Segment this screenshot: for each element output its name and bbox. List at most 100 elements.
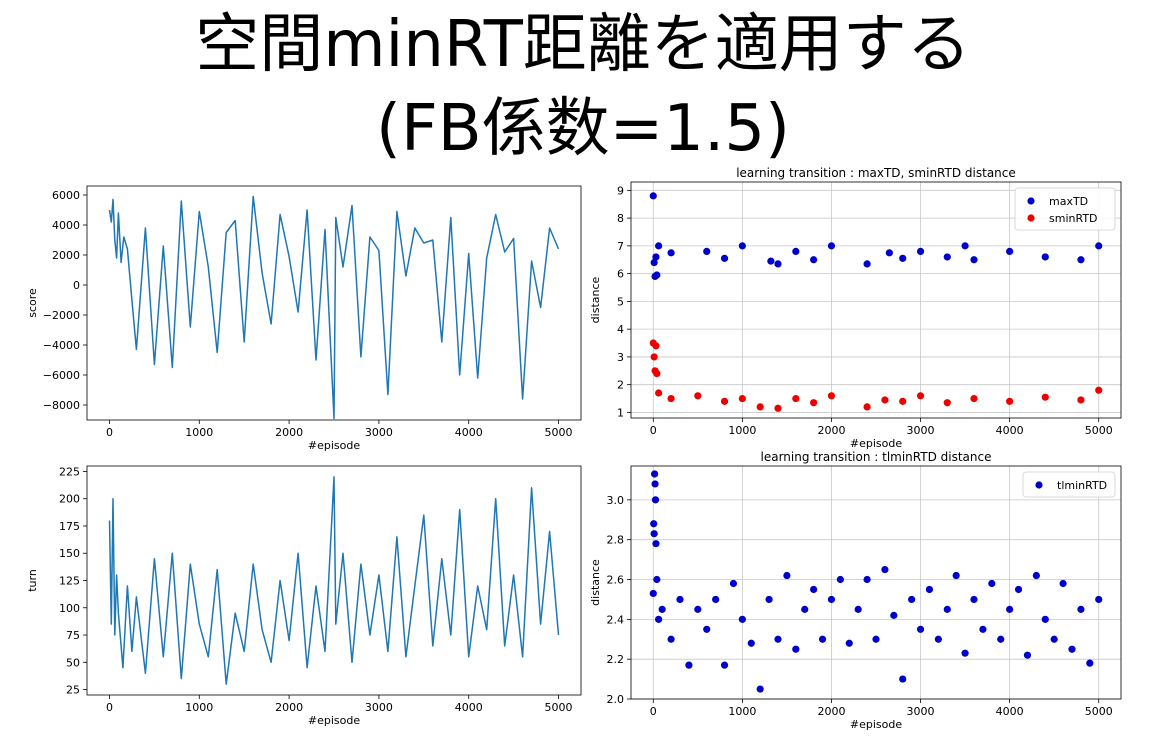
chart1-series-sminrtd-point xyxy=(943,399,951,407)
chart1-series-sminrtd-point xyxy=(899,397,907,405)
chart1-series-sminrtd-point xyxy=(1041,393,1049,401)
chart0-ytick-label: −8000 xyxy=(43,399,80,412)
chart2-ytick-label: 125 xyxy=(59,575,80,588)
chart3-series-tlminrtd-point xyxy=(827,595,836,604)
chart3-series-tlminrtd-point xyxy=(738,615,746,623)
chart2-plot-area xyxy=(108,476,560,685)
chart1-ytick-label: 5 xyxy=(617,295,624,308)
chart3-series-tlminrtd-point xyxy=(651,496,660,504)
chart1-series-sminrtd-point xyxy=(694,392,702,400)
chart3-series-tlminrtd-point xyxy=(1006,605,1014,613)
chart0-xtick-label: 5000 xyxy=(545,426,573,439)
chart3-series-tlminrtd-point xyxy=(747,639,755,647)
chart3-series-tlminrtd-point xyxy=(712,595,720,604)
chart0-ytick-label: 6000 xyxy=(52,189,80,202)
chart0-xtick-label: 2000 xyxy=(275,426,303,439)
chart3-series-tlminrtd-point xyxy=(1014,585,1023,594)
chart1-legend-label-sminrtd: sminRTD xyxy=(1049,212,1098,225)
slide-title-line1: 空間minRT距離を適用する xyxy=(195,8,971,82)
chart3-series-tlminrtd-point xyxy=(729,579,738,588)
chart2-xtick-label: 1000 xyxy=(185,701,213,714)
chart0-ytick-label: 4000 xyxy=(52,219,80,232)
chart3-series-tlminrtd-point xyxy=(652,540,660,548)
chart1-ytick-label: 3 xyxy=(617,351,624,364)
chart1-plot-area xyxy=(649,192,1103,412)
chart1-series-maxtd-point xyxy=(720,254,729,262)
chart0-xtick-label: 4000 xyxy=(455,426,483,439)
chart1-series-sminrtd-point xyxy=(720,397,729,405)
chart3-series-tlminrtd-point xyxy=(655,615,663,623)
chart1-series-maxtd-point xyxy=(827,242,836,250)
chart3-xtick-label: 4000 xyxy=(996,705,1024,718)
chart0-ylabel: score xyxy=(26,288,39,318)
chart3-xlabel: #episode xyxy=(850,718,902,731)
chart3-series-tlminrtd-point xyxy=(783,571,791,580)
chart3-series-tlminrtd-point xyxy=(1023,651,1032,659)
chart1-series-maxtd-point xyxy=(1077,256,1085,264)
chart3-series-tlminrtd-point xyxy=(979,625,987,633)
chart3-series-tlminrtd-point xyxy=(925,585,934,594)
chart1-series-maxtd-point xyxy=(916,247,925,256)
chart3-series-tlminrtd-point xyxy=(694,605,702,613)
chart1-series-maxtd-point xyxy=(649,192,657,200)
chart1-series-maxtd-point xyxy=(655,242,663,250)
chart3-series-tlminrtd-point xyxy=(765,595,773,604)
chart0-ytick-label: −6000 xyxy=(43,369,80,382)
chart1-series-maxtd-point xyxy=(943,253,951,261)
chart3-series-tlminrtd-point xyxy=(1086,659,1094,667)
chart3-series-tlminrtd-point xyxy=(667,635,675,643)
chart3-series-tlminrtd-point xyxy=(685,661,693,669)
chart3-series-tlminrtd-point xyxy=(818,635,827,643)
chart3-series-tlminrtd-point xyxy=(1041,615,1049,623)
chart3-ytick-label: 2.4 xyxy=(607,613,625,626)
chart2-ytick-label: 75 xyxy=(66,629,80,642)
chart3-series-tlminrtd-point xyxy=(720,661,729,669)
chart1-series-maxtd-point xyxy=(810,256,818,264)
chart1-legend xyxy=(1014,187,1116,231)
chart1-series-sminrtd-point xyxy=(1077,396,1085,404)
chart1-series-maxtd-point xyxy=(738,242,746,250)
chart2-series-0-line xyxy=(108,476,560,685)
chart1-series-maxtd-point xyxy=(970,256,978,264)
chart1-ytick-label: 9 xyxy=(617,184,624,197)
chart2-ylabel: turn xyxy=(26,569,39,592)
chart0-ytick-label: 2000 xyxy=(52,249,80,262)
chart3-series-tlminrtd-point xyxy=(650,530,658,538)
chart3-series-tlminrtd-point xyxy=(854,605,862,613)
chart1-series-sminrtd-point xyxy=(652,342,660,350)
chart3-series-tlminrtd-point xyxy=(952,571,960,580)
chart3-frame xyxy=(630,465,1122,700)
chart3-ytick-label: 3.0 xyxy=(607,494,625,507)
chart1-series-sminrtd-point xyxy=(650,353,658,361)
chart1-series-sminrtd-point xyxy=(655,389,663,397)
chart1-series-sminrtd-point xyxy=(810,399,818,407)
chart1-ytick-label: 1 xyxy=(617,406,624,419)
chart1-series-sminrtd-point xyxy=(827,392,836,400)
chart1-series-sminrtd-point xyxy=(756,403,764,411)
chart1-legend-label-maxtd: maxTD xyxy=(1049,195,1088,208)
chart1-series-maxtd-point xyxy=(1006,247,1014,256)
chart3-xtick-label: 3000 xyxy=(907,705,935,718)
chart3-series-tlminrtd-point xyxy=(934,635,942,643)
chart1-series-maxtd-point xyxy=(885,249,893,257)
chart1-ylabel: distance xyxy=(589,276,602,323)
chart2-xtick-label: 2000 xyxy=(275,701,303,714)
chart1-xtick-label: 3000 xyxy=(907,424,935,437)
chart3-series-tlminrtd-point xyxy=(908,595,916,604)
chart0-xtick-label: 1000 xyxy=(185,426,213,439)
chart3-series-tlminrtd-point xyxy=(774,635,782,643)
chart0-ytick-label: −2000 xyxy=(43,309,80,322)
chart1-series-maxtd-point xyxy=(1041,253,1049,261)
chart1-series-sminrtd-point xyxy=(970,394,978,403)
chart1-series-maxtd-point xyxy=(767,257,775,265)
chart3-xtick-label: 5000 xyxy=(1085,705,1113,718)
chart3-series-tlminrtd-point xyxy=(1032,571,1040,580)
chart0-xlabel: #episode xyxy=(308,439,360,452)
chart3-series-tlminrtd-point xyxy=(651,470,659,478)
chart1-series-maxtd-point xyxy=(653,271,661,279)
chart1-xtick-label: 5000 xyxy=(1085,424,1113,437)
chart3-legend-marker-tlminrtd xyxy=(1035,481,1043,489)
chart1-series-maxtd-point xyxy=(703,247,711,256)
chart1-ytick-label: 4 xyxy=(617,323,624,336)
chart1-series-sminrtd-point xyxy=(653,369,661,378)
